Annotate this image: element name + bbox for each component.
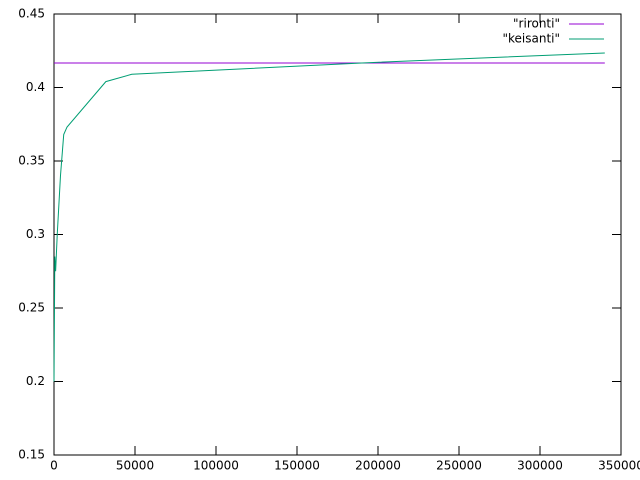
x-tick-label: 150000 xyxy=(274,459,320,473)
x-tick-label: 100000 xyxy=(193,459,239,473)
x-tick-label: 250000 xyxy=(436,459,482,473)
plot-border xyxy=(53,13,622,456)
y-tick-label: 0.15 xyxy=(18,448,45,462)
y-tick-label: 0.3 xyxy=(26,227,45,241)
legend-label: "keisanti" xyxy=(502,32,560,46)
y-tick-label: 0.25 xyxy=(18,301,45,315)
x-tick-label: 350000 xyxy=(598,459,640,473)
x-tick-label: 50000 xyxy=(116,459,154,473)
y-tick-label: 0.2 xyxy=(26,374,45,388)
y-tick-label: 0.45 xyxy=(18,7,45,21)
y-tick-label: 0.35 xyxy=(18,154,45,168)
legend-label: "rironti" xyxy=(513,17,560,31)
x-tick-label: 200000 xyxy=(355,459,401,473)
y-tick-label: 0.4 xyxy=(26,80,45,94)
series-line xyxy=(53,52,605,382)
x-tick-label: 300000 xyxy=(517,459,563,473)
x-tick-label: 0 xyxy=(50,459,58,473)
